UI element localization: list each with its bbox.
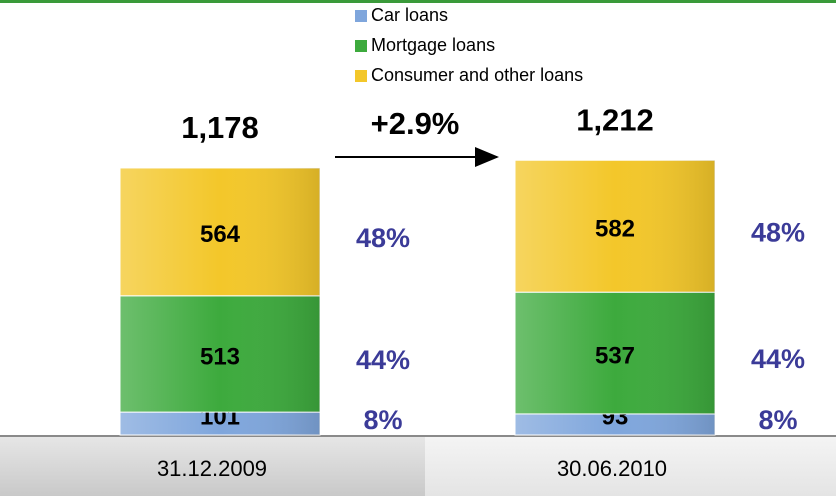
bar-shine xyxy=(515,292,715,414)
segment-label: 564 xyxy=(200,221,241,248)
segment-label: 513 xyxy=(200,343,240,370)
top-rule xyxy=(0,0,836,3)
legend-label: Mortgage loans xyxy=(371,35,495,55)
legend-label: Car loans xyxy=(371,5,448,25)
total-label: 1,178 xyxy=(181,110,259,145)
category-label: 31.12.2009 xyxy=(157,456,267,481)
segment-label: 582 xyxy=(595,216,635,243)
category-box xyxy=(425,437,836,496)
total-label: 1,212 xyxy=(576,102,654,137)
legend-label: Consumer and other loans xyxy=(371,65,583,85)
legend-swatch xyxy=(355,70,367,82)
annotation: +2.9% xyxy=(371,106,460,141)
segment-label: 537 xyxy=(595,342,635,369)
bar-shine xyxy=(120,412,320,435)
bar-shine xyxy=(515,413,715,435)
share-label: 8% xyxy=(363,405,402,435)
bar-shine xyxy=(120,295,320,413)
share-label: 48% xyxy=(751,217,805,247)
category-label: 30.06.2010 xyxy=(557,456,667,481)
share-label: 8% xyxy=(758,405,797,435)
share-label: 44% xyxy=(356,345,410,375)
bar-shine xyxy=(515,160,715,293)
share-label: 48% xyxy=(356,223,410,253)
legend-swatch xyxy=(355,40,367,52)
bar-shine xyxy=(120,167,320,296)
category-box xyxy=(0,437,425,496)
legend-swatch xyxy=(355,10,367,22)
share-label: 44% xyxy=(751,344,805,374)
